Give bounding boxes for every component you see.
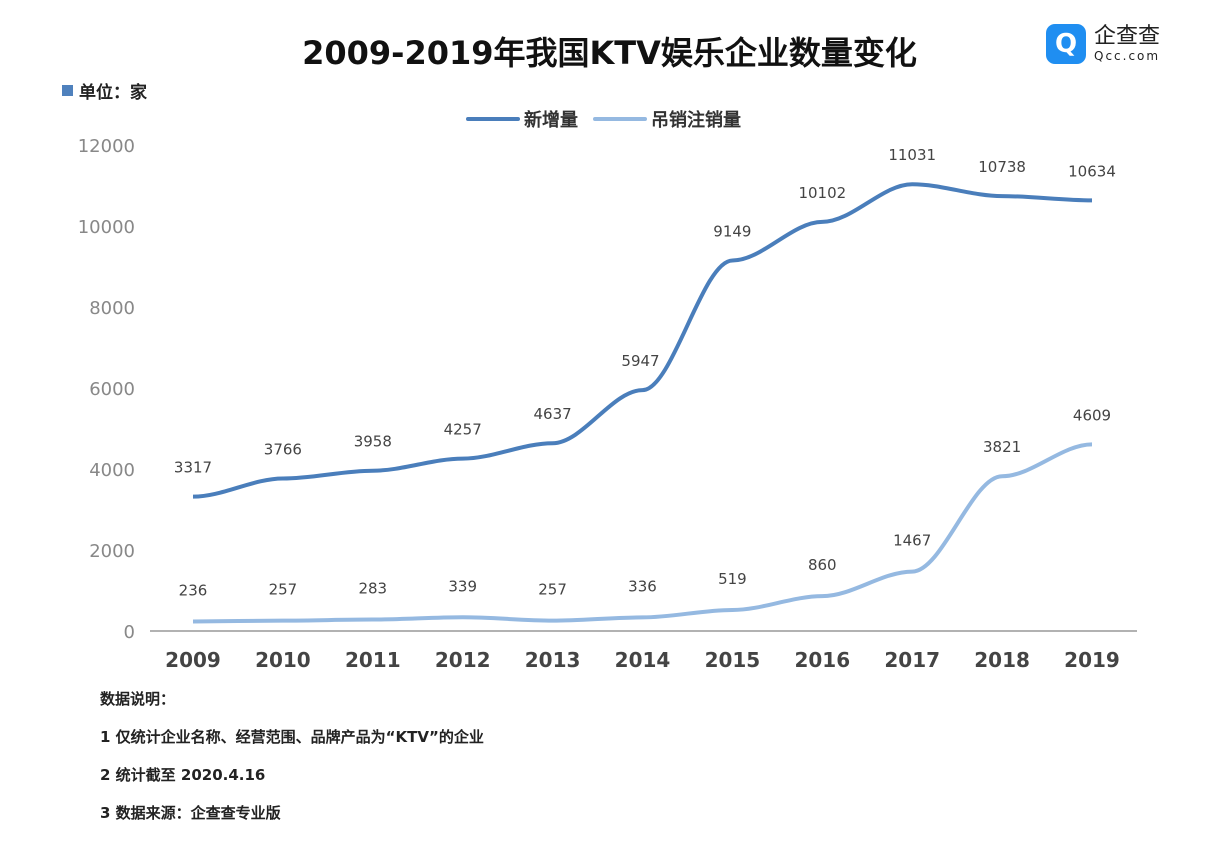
data-label: 3958 [354, 433, 392, 451]
y-tick-label: 4000 [89, 460, 135, 481]
series-line-1 [192, 182, 1093, 499]
data-label: 4609 [1073, 406, 1111, 424]
x-tick-label: 2019 [1064, 648, 1120, 672]
data-label: 236 [179, 581, 208, 599]
y-tick-label: 8000 [89, 298, 135, 319]
qcc-logo: Q 企查查 Qcc.com [1046, 24, 1160, 64]
data-label: 10738 [978, 158, 1026, 176]
logo-domain: Qcc.com [1094, 49, 1161, 63]
data-label: 3766 [264, 440, 302, 458]
data-notes: 数据说明： 1 仅统计企业名称、经营范围、品牌产品为“KTV”的企业 2 统计截… [100, 688, 484, 840]
data-label: 11031 [888, 146, 936, 164]
legend-label: 新增量 [524, 109, 578, 131]
data-label: 4637 [534, 405, 572, 423]
x-tick-label: 2011 [345, 648, 401, 672]
data-label: 4257 [444, 421, 482, 439]
y-tick-label: 12000 [78, 136, 135, 157]
data-label: 3317 [174, 459, 212, 477]
x-tick-label: 2018 [974, 648, 1030, 672]
data-label: 283 [358, 580, 387, 598]
unit-text: 单位：家 [79, 83, 147, 103]
data-label: 5947 [621, 352, 659, 370]
data-label: 10102 [798, 184, 846, 202]
x-tick-label: 2013 [525, 648, 581, 672]
legend-label: 吊销注销量 [651, 109, 741, 131]
unit-label: 单位：家 [62, 78, 147, 103]
unit-marker-icon [62, 85, 73, 96]
note-item: 3 数据来源：企查查专业版 [100, 804, 281, 822]
data-label: 257 [269, 581, 298, 599]
x-tick-label: 2017 [884, 648, 940, 672]
x-tick-label: 2010 [255, 648, 311, 672]
note-item: 1 仅统计企业名称、经营范围、品牌产品为“KTV”的企业 [100, 728, 484, 746]
y-tick-label: 10000 [78, 217, 135, 238]
chart-title: 2009-2019年我国KTV娱乐企业数量变化 [302, 34, 917, 72]
notes-heading: 数据说明： [100, 690, 176, 708]
note-item: 2 统计截至 2020.4.16 [100, 766, 266, 784]
x-tick-label: 2012 [435, 648, 491, 672]
series-line-2 [192, 442, 1093, 624]
data-label: 1467 [893, 532, 931, 550]
y-tick-label: 2000 [89, 541, 135, 562]
x-tick-label: 2015 [705, 648, 761, 672]
y-tick-label: 6000 [89, 379, 135, 400]
x-tick-label: 2014 [615, 648, 671, 672]
data-label: 257 [538, 581, 567, 599]
y-tick-label: 0 [124, 622, 135, 643]
qcc-logo-icon: Q [1046, 24, 1086, 64]
data-label: 860 [808, 556, 837, 574]
data-label: 336 [628, 577, 657, 595]
data-label: 339 [448, 577, 477, 595]
x-tick-label: 2016 [794, 648, 850, 672]
data-label: 9149 [713, 222, 751, 240]
logo-name: 企查查 [1094, 24, 1161, 49]
x-tick-label: 2009 [165, 648, 221, 672]
data-label: 3821 [983, 438, 1021, 456]
data-label: 10634 [1068, 162, 1116, 180]
data-label: 519 [718, 570, 747, 588]
